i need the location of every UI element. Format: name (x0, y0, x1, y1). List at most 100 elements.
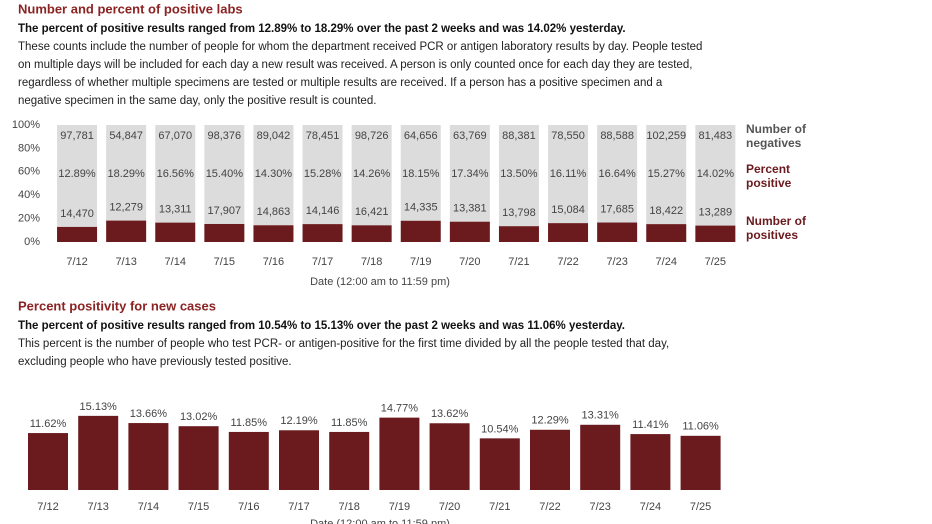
positives-bar (548, 223, 589, 242)
positives-label: 12,279 (109, 202, 143, 214)
x-tick-label: 7/16 (263, 256, 284, 268)
positives-label: 18,422 (649, 205, 683, 217)
value-label: 13.02% (180, 411, 218, 423)
positives-label: 13,798 (502, 207, 536, 219)
negatives-bar (646, 125, 687, 225)
negatives-bar (400, 125, 441, 221)
bar (630, 434, 671, 490)
percent-label: 16.56% (157, 168, 195, 180)
negatives-label: 89,042 (257, 130, 291, 142)
bar (178, 426, 219, 490)
positives-label: 13,311 (159, 204, 192, 216)
negatives-bar (204, 125, 245, 224)
value-label: 15.13% (80, 401, 118, 413)
negatives-label: 98,726 (355, 130, 389, 142)
percent-label: 18.15% (402, 168, 440, 180)
description-line: regardless of whether multiple specimens… (18, 77, 663, 89)
x-tick-label: 7/13 (87, 501, 108, 513)
x-tick-label: 7/12 (37, 501, 58, 513)
value-label: 11.85% (231, 417, 268, 429)
percent-label: 15.28% (304, 168, 342, 180)
percent-label: 14.02% (697, 168, 735, 180)
bar (279, 430, 319, 490)
negatives-bar (351, 125, 392, 226)
positives-label: 15,084 (551, 204, 585, 216)
positives-label: 13,289 (699, 207, 733, 219)
x-tick-label: 7/17 (312, 256, 333, 268)
negatives-label: 54,847 (109, 130, 143, 142)
x-tick-label: 7/23 (606, 256, 627, 268)
value-label: 10.54% (481, 423, 519, 435)
x-axis-label: Date (12:00 am to 11:59 pm) (310, 276, 450, 288)
negatives-label: 88,381 (502, 130, 536, 142)
percent-label: 13.50% (500, 168, 538, 180)
y-tick-label: 80% (18, 142, 40, 154)
value-label: 12.19% (280, 415, 318, 427)
value-label: 13.31% (582, 410, 620, 422)
positives-bar (695, 225, 736, 242)
negatives-bar (106, 125, 147, 221)
value-label: 11.85% (331, 417, 368, 429)
negatives-label: 102,259 (646, 130, 686, 142)
x-tick-label: 7/17 (288, 501, 309, 513)
x-tick-label: 7/22 (557, 256, 578, 268)
x-tick-label: 7/15 (214, 256, 235, 268)
bar (228, 431, 269, 490)
x-tick-label: 7/25 (690, 501, 711, 513)
percent-label: 14.30% (255, 168, 293, 180)
percent-label: 16.64% (598, 168, 636, 180)
x-tick-label: 7/20 (459, 256, 480, 268)
bar (329, 431, 370, 490)
negatives-bar (449, 125, 490, 222)
percent-label: 16.11% (550, 168, 587, 180)
percent-label: 12.89% (58, 168, 96, 180)
positives-bar (204, 223, 245, 242)
positives-bar (646, 224, 687, 242)
positives-bar (498, 226, 539, 242)
positives-bar (449, 221, 490, 242)
negatives-label: 98,376 (208, 130, 242, 142)
positives-bar (155, 222, 196, 242)
y-tick-label: 100% (12, 119, 40, 131)
negatives-bar (253, 125, 294, 226)
chart-subtitle: The percent of positive results ranged f… (18, 23, 626, 35)
value-label: 13.66% (130, 408, 168, 420)
x-axis-label: Date (12:00 am to 11:59 pm) (310, 518, 450, 524)
x-tick-label: 7/19 (410, 256, 431, 268)
positives-bar (302, 224, 343, 242)
chart-title: Number and percent of positive labs (18, 1, 243, 16)
negatives-bar (57, 125, 98, 227)
legend-entry: Number of positives (746, 214, 806, 242)
negatives-label: 78,550 (551, 130, 585, 142)
chart-subtitle: The percent of positive results ranged f… (18, 320, 625, 332)
bar (28, 433, 68, 490)
bar (78, 415, 119, 490)
negatives-label: 88,588 (600, 130, 634, 142)
x-tick-label: 7/24 (640, 501, 661, 513)
positives-bar (597, 222, 638, 242)
percent-label: 17.34% (451, 168, 489, 180)
negatives-bar (302, 125, 343, 225)
x-tick-label: 7/18 (361, 256, 382, 268)
x-tick-label: 7/21 (508, 256, 529, 268)
x-tick-label: 7/24 (656, 256, 677, 268)
x-tick-label: 7/14 (165, 256, 186, 268)
percent-label: 14.26% (353, 168, 391, 180)
negatives-bar (695, 125, 736, 226)
x-tick-label: 7/16 (238, 501, 259, 513)
positives-label: 14,146 (306, 205, 340, 217)
description-line: negative specimen in the same day, only … (18, 95, 376, 107)
negatives-label: 63,769 (453, 130, 487, 142)
description-line: on multiple days will be included for ea… (18, 59, 692, 71)
x-tick-label: 7/25 (705, 256, 726, 268)
bar (379, 417, 420, 490)
description-line: These counts include the number of peopl… (18, 41, 702, 53)
bar (530, 429, 570, 490)
positives-label: 13,381 (453, 203, 487, 215)
value-label: 12.29% (531, 415, 569, 427)
negatives-bar (155, 125, 196, 223)
bar (680, 435, 721, 490)
value-label: 13.62% (431, 408, 469, 420)
x-tick-label: 7/22 (539, 501, 560, 513)
